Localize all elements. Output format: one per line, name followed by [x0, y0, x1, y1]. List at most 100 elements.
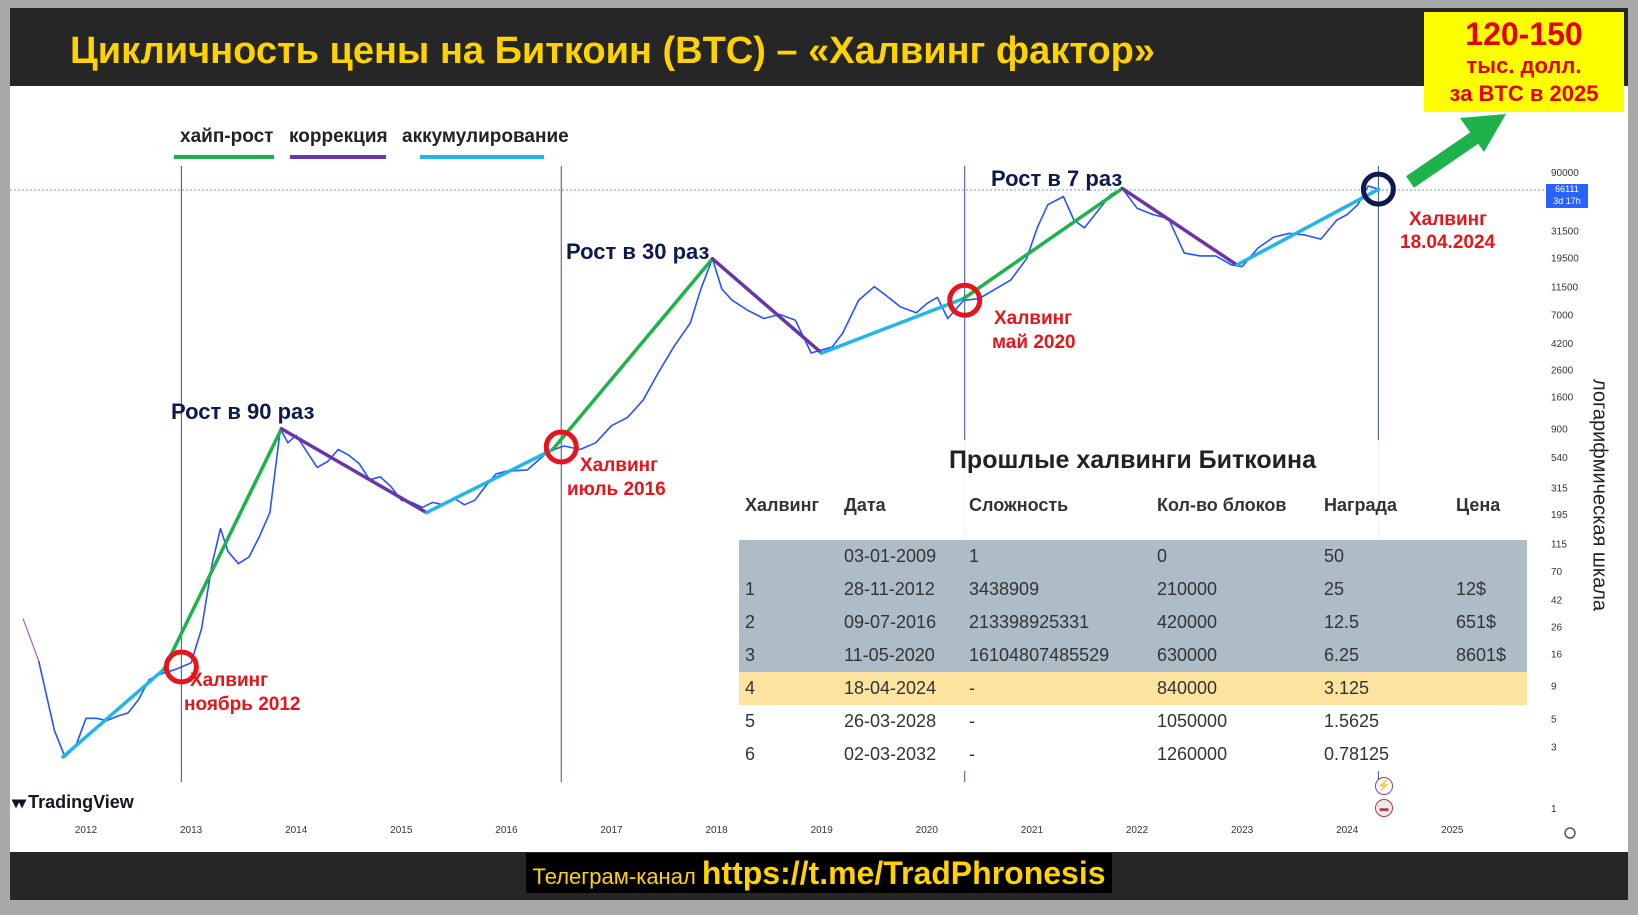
y-axis: 90000 31500 19500 11500 7000 4200 2600 1600 900 5… [1551, 168, 1579, 815]
x-tick-2025: 2025 [1441, 825, 1464, 836]
y-tick-70: 70 [1551, 567, 1563, 578]
table-cell: 213398925331 [969, 612, 1090, 632]
footer-prefix: Телеграм-канал [532, 864, 702, 889]
table-cell: Халвинг [745, 495, 819, 515]
table-row: 5 26-03-2028 - 1050000 1.5625 [739, 705, 1527, 738]
price-target-range: 120-150 [1465, 16, 1583, 52]
halving-2012-date: ноябрь 2012 [184, 694, 301, 715]
page-title: Цикличность цены на Биткоин (BTC) – «Хал… [70, 30, 1155, 72]
table-cell: 651$ [1456, 612, 1497, 632]
price-target-box: 120-150 тыс. долл. за BTC в 2025 [1424, 12, 1624, 112]
table-cell: 840000 [1157, 678, 1218, 698]
table-cell: 6.25 [1324, 645, 1360, 665]
y-tick-7000: 7000 [1551, 310, 1574, 321]
header-bar [10, 8, 1628, 86]
x-tick-2015: 2015 [390, 825, 413, 836]
x-tick-2012: 2012 [75, 825, 98, 836]
y-tick-42: 42 [1551, 596, 1563, 607]
price-target-year: за BTC в 2025 [1449, 81, 1599, 106]
legend-hype-swatch [174, 155, 274, 159]
y-tick-315: 315 [1551, 483, 1568, 494]
halving-2016-title: Халвинг [580, 455, 658, 476]
table-cell: Дата [844, 495, 886, 515]
tradingview-mark-icon: ▾▾ [12, 795, 26, 812]
halving-2016-date: июль 2016 [567, 479, 666, 500]
table-cell: 420000 [1157, 612, 1218, 632]
table-row: 2 09-07-2016 213398925331 420000 12.5 651$ [739, 606, 1527, 639]
x-tick-2013: 2013 [180, 825, 203, 836]
table-cell: Кол-во блоков [1157, 495, 1287, 515]
table-row: 03-01-2009 1 0 50 [739, 540, 1527, 573]
trend-segment-1 [61, 667, 166, 759]
table-title: Прошлые халвинги Биткоина [948, 446, 1317, 474]
table-cell: - [969, 744, 975, 764]
halving-2012-title: Халвинг [190, 670, 268, 691]
table-cell: 18-04-2024 [844, 678, 937, 698]
table-cell: Награда [1324, 495, 1397, 515]
legend-correction-swatch [290, 155, 386, 159]
trend-segment-4 [424, 447, 555, 515]
y-tick-90000: 90000 [1551, 168, 1579, 179]
table-cell: 6 [745, 744, 756, 764]
forecast-arrow-shaft [1406, 124, 1490, 188]
x-tick-2019: 2019 [811, 825, 834, 836]
table-cell: 11-05-2020 [844, 645, 935, 665]
forecast-arrow [1406, 114, 1506, 188]
table-cell: 2 [745, 612, 756, 632]
footer-box: Телеграм-канал https://t.me/TradPhronesi… [526, 853, 1112, 893]
telegram-link[interactable]: https://t.me/TradPhronesis [701, 855, 1106, 891]
growth-7-label: Рост в 7 раз [991, 166, 1122, 191]
y-tick-26: 26 [1551, 622, 1563, 633]
gear-icon[interactable] [1564, 827, 1576, 839]
table-cell: 1 [969, 546, 980, 566]
table-cell: 25 [1324, 579, 1345, 599]
table-cell: 3 [745, 645, 756, 665]
trend-segment-2 [162, 426, 284, 672]
price-target-unit: тыс. долл. [1466, 53, 1582, 78]
x-tick-2020: 2020 [916, 825, 939, 836]
y-tick-115: 115 [1551, 539, 1567, 550]
halving-circle-4 [1360, 171, 1396, 207]
flag-icon[interactable]: ▬ [1375, 799, 1393, 817]
legend-correction-label: коррекция [289, 126, 388, 147]
table-cell: 16104807485529 [969, 645, 1110, 665]
legend-accumulation-swatch [420, 155, 544, 159]
trend-lines [61, 186, 1381, 759]
trend-segment-5 [550, 256, 715, 452]
current-price-tag: 66111 3d 17h [1546, 184, 1588, 208]
table-cell: 03-01-2009 [844, 546, 937, 566]
legend-hype-label: хайп-рост [180, 126, 274, 147]
table-cell: 1050000 [1157, 711, 1228, 731]
x-tick-2024: 2024 [1336, 825, 1359, 836]
table-cell: 5 [745, 711, 756, 731]
y-tick-31500: 31500 [1551, 227, 1579, 238]
halving-markers [163, 171, 1396, 685]
tradingview-logo-text: TradingView [28, 792, 134, 812]
y-tick-540: 540 [1551, 453, 1568, 464]
current-price-value: 66111 [1555, 184, 1579, 194]
trend-segment-9 [1120, 186, 1239, 267]
table-cell: 3438909 [969, 579, 1040, 599]
x-tick-2014: 2014 [285, 825, 308, 836]
price-series [22, 185, 1379, 758]
price-line-start [22, 618, 40, 662]
table-row: 1 28-11-2012 3438909 210000 25 12$ [739, 573, 1527, 606]
table-cell: 630000 [1157, 645, 1218, 665]
y-tick-4200: 4200 [1551, 339, 1574, 350]
trend-segment-10 [1235, 187, 1381, 267]
trend-segment-6 [710, 256, 824, 355]
table-cell: - [969, 711, 975, 731]
table-cell: 12.5 [1324, 612, 1360, 632]
lightning-icon[interactable]: ⚡ [1375, 777, 1393, 795]
table-cell: - [969, 678, 975, 698]
y-tick-19500: 19500 [1551, 253, 1579, 264]
table-cell: 1 [745, 579, 756, 599]
halving-circle-3 [947, 282, 983, 318]
halving-table: Прошлые халвинги Биткоина Халвинг Дата Сло… [725, 440, 1540, 771]
y-tick-11500: 11500 [1551, 283, 1579, 294]
table-cell: 8601$ [1456, 645, 1507, 665]
y-tick-2600: 2600 [1551, 366, 1574, 377]
x-tick-2023: 2023 [1231, 825, 1254, 836]
x-tick-2018: 2018 [705, 825, 728, 836]
